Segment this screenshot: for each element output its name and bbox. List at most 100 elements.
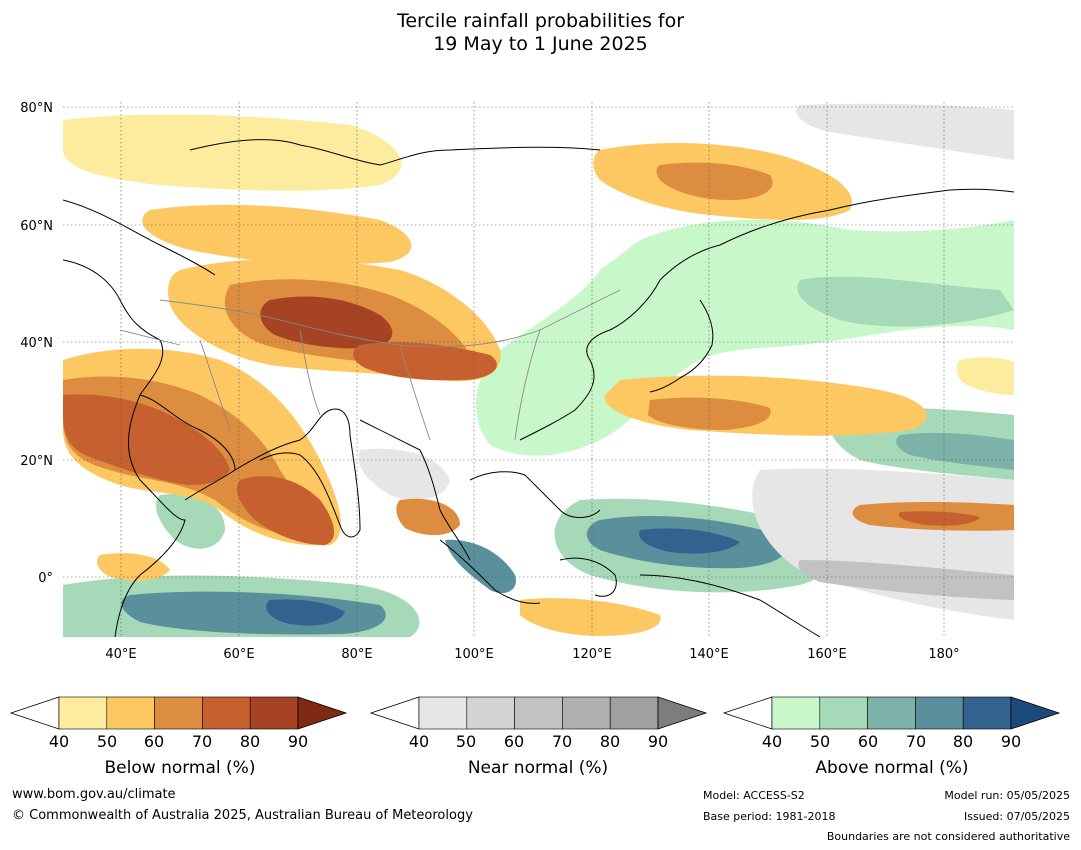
probability-map: 80°N 60°N 40°N 20°N 0° 40°E 60°E 80°E 10… <box>0 90 1081 670</box>
above-normal-colorbar-high-extend <box>1010 696 1061 730</box>
above-normal-east-africa <box>155 494 225 549</box>
lon-label: 140°E <box>689 647 729 662</box>
near-tick: 90 <box>647 732 669 751</box>
title-line-2: 19 May to 1 June 2025 <box>433 33 648 55</box>
issued-text: Issued: 07/05/2025 <box>963 810 1070 823</box>
lon-label: 160°E <box>807 647 847 662</box>
below-normal-ne-pacific <box>956 357 1014 395</box>
near-normal-colorbar <box>369 696 708 730</box>
below-tick: 40 <box>48 732 70 751</box>
lat-label: 40°N <box>20 336 53 351</box>
lat-label: 20°N <box>20 454 53 469</box>
lon-labels: 40°E 60°E 80°E 100°E 120°E 140°E 160°E 1… <box>105 647 959 662</box>
below-tick: 50 <box>96 732 118 751</box>
below-normal-tibet <box>353 342 497 381</box>
below-normal-pacific-20n-core <box>648 397 771 430</box>
below-normal-colorbar-segment <box>106 696 155 730</box>
above-normal-title: Above normal (%) <box>815 758 969 778</box>
below-normal-colorbar-high-extend <box>297 696 348 730</box>
near-normal-colorbar-segment <box>466 696 515 730</box>
above-tick: 50 <box>809 732 831 751</box>
above-normal-nw-pacific <box>797 276 1014 327</box>
above-normal-colorbar-low-extend <box>722 696 773 730</box>
above-normal-west-pacific-peak <box>639 528 740 554</box>
near-tick: 60 <box>503 732 525 751</box>
near-normal-colorbar-segment <box>609 696 659 730</box>
colorbars <box>9 696 1061 730</box>
probability-fields <box>63 103 1014 637</box>
above-normal-indian-ocean-peak <box>266 599 345 626</box>
near-tick: 50 <box>455 732 477 751</box>
lon-label: 60°E <box>223 647 254 662</box>
below-normal-bay-of-bengal <box>396 498 460 536</box>
map-svg: 80°N 60°N 40°N 20°N 0° 40°E 60°E 80°E 10… <box>20 101 1014 662</box>
model-run-text: Model run: 05/05/2025 <box>944 789 1070 802</box>
below-normal-middle-east-core <box>63 394 230 485</box>
below-normal-colorbar <box>9 696 348 730</box>
below-tick: 90 <box>287 732 309 751</box>
near-normal-colorbar-low-extend <box>369 696 420 730</box>
below-normal-arabian-sea-south <box>96 553 170 581</box>
lat-labels: 80°N 60°N 40°N 20°N 0° <box>20 101 53 586</box>
base-period-text: Base period: 1981-2018 <box>703 810 836 823</box>
above-tick: 40 <box>761 732 783 751</box>
below-normal-colorbar-segment <box>202 696 251 730</box>
below-normal-pacific-10n-core <box>898 511 980 526</box>
above-normal-colorbar-segment <box>962 696 1012 730</box>
above-normal-sumatra <box>445 539 516 594</box>
below-normal-colorbar-segment <box>249 696 299 730</box>
near-normal-colorbar-segment <box>418 696 468 730</box>
below-tick: 70 <box>191 732 213 751</box>
lon-label: 180° <box>928 647 959 662</box>
near-normal-bay-of-bengal <box>358 448 450 500</box>
lat-label: 80°N <box>20 101 53 116</box>
below-normal-colorbar-segment <box>154 696 203 730</box>
near-normal-title: Near normal (%) <box>467 758 609 778</box>
above-normal-colorbar <box>722 696 1061 730</box>
near-normal-colorbar-segment <box>562 696 611 730</box>
above-tick: 90 <box>1000 732 1022 751</box>
website-link[interactable]: www.bom.gov.au/climate <box>12 787 176 802</box>
below-normal-java <box>520 598 661 636</box>
above-normal-colorbar-segment <box>771 696 821 730</box>
near-normal-central-pacific-core <box>798 560 1014 600</box>
above-normal-colorbar-segment <box>819 696 868 730</box>
below-normal-title: Below normal (%) <box>104 758 256 778</box>
above-normal-subtropical-pacific-core <box>896 432 1014 470</box>
above-tick: 80 <box>952 732 974 751</box>
lat-label: 0° <box>38 571 53 586</box>
title-line-1: Tercile rainfall probabilities for <box>396 10 685 32</box>
disclaimer-text: Boundaries are not considered authoritat… <box>826 830 1070 843</box>
below-normal-india <box>236 476 335 545</box>
below-tick: 80 <box>239 732 261 751</box>
coastlines <box>63 139 1014 637</box>
below-normal-central-asia-core <box>260 296 393 349</box>
near-normal-colorbar-high-extend <box>657 696 708 730</box>
lon-label: 80°E <box>341 647 372 662</box>
graticule <box>63 102 1014 637</box>
below-normal-siberia-core <box>656 162 773 200</box>
below-normal-colorbar-segment <box>58 696 108 730</box>
below-normal-colorbar-low-extend <box>9 696 60 730</box>
lon-label: 100°E <box>454 647 494 662</box>
country-borders <box>119 289 621 441</box>
lat-label: 60°N <box>20 219 53 234</box>
near-normal-arctic <box>796 103 1014 160</box>
above-normal-colorbar-segment <box>915 696 964 730</box>
below-normal-europe <box>63 114 402 191</box>
map-title: Tercile rainfall probabilities for 19 Ma… <box>0 10 1081 56</box>
lon-label: 120°E <box>572 647 612 662</box>
model-text: Model: ACCESS-S2 <box>703 789 805 802</box>
below-normal-west-asia-north <box>142 204 412 265</box>
lon-label: 40°E <box>105 647 136 662</box>
near-tick: 40 <box>408 732 430 751</box>
near-normal-colorbar-segment <box>514 696 563 730</box>
near-tick: 70 <box>551 732 573 751</box>
above-normal-colorbar-segment <box>867 696 916 730</box>
above-tick: 60 <box>857 732 879 751</box>
below-tick: 60 <box>143 732 165 751</box>
above-tick: 70 <box>905 732 927 751</box>
near-tick: 80 <box>599 732 621 751</box>
copyright-text: © Commonwealth of Australia 2025, Austra… <box>12 808 473 823</box>
colorbar-tick-labels: 40 50 60 70 80 90 40 50 60 70 80 90 40 5… <box>0 732 1081 754</box>
